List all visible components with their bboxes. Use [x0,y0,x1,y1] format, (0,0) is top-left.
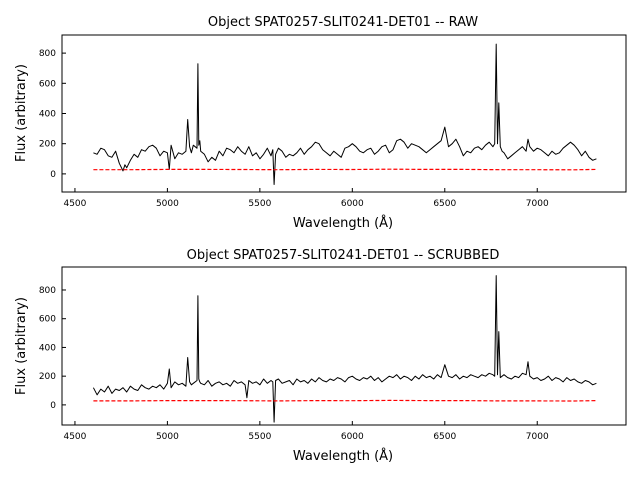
chart-title-raw: Object SPAT0257-SLIT0241-DET01 -- RAW [208,15,478,30]
y-tick-label: 400 [39,343,56,353]
y-tick-label: 0 [50,170,56,180]
x-tick-label: 5000 [156,199,179,209]
plot-area-scrubbed [61,266,627,426]
flux-series-line [92,275,597,423]
x-axis-raw: 4500 5000 5500 6000 6500 7000 [63,188,549,209]
error-series-line [93,399,597,402]
error-series-line [93,168,597,171]
subplot-raw: Object SPAT0257-SLIT0241-DET01 -- RAW 45… [14,15,627,231]
flux-series-line [93,43,597,185]
y-tick-label: 800 [39,49,56,59]
y-tick-label: 400 [39,110,56,120]
x-tick-label: 4500 [63,432,86,442]
subplot-scrubbed: Object SPAT0257-SLIT0241-DET01 -- SCRUBB… [14,248,627,464]
chart-title-scrubbed: Object SPAT0257-SLIT0241-DET01 -- SCRUBB… [187,248,500,263]
series-group-raw [93,43,597,185]
x-tick-label: 4500 [63,199,86,209]
y-tick-label: 200 [39,372,56,382]
y-axis-scrubbed: 0 200 400 600 800 [39,286,66,411]
x-tick-label: 7000 [526,199,549,209]
x-tick-label: 6500 [433,432,456,442]
y-tick-label: 0 [50,401,56,411]
x-tick-label: 5500 [248,199,271,209]
series-group-scrubbed [92,275,597,423]
x-tick-label: 6000 [341,432,364,442]
x-tick-label: 6000 [341,199,364,209]
y-tick-label: 600 [39,79,56,89]
y-axis-label-raw: Flux (arbitrary) [14,64,29,162]
plot-area-raw [61,34,627,193]
y-axis-raw: 0 200 400 600 800 [39,49,66,180]
x-axis-scrubbed: 4500 5000 5500 6000 6500 7000 [63,421,549,442]
x-tick-label: 5000 [156,432,179,442]
x-tick-label: 6500 [433,199,456,209]
y-tick-label: 600 [39,315,56,325]
x-axis-label-raw: Wavelength (Å) [293,215,393,231]
x-axis-label-scrubbed: Wavelength (Å) [293,448,393,464]
x-tick-label: 7000 [526,432,549,442]
y-tick-label: 800 [39,286,56,296]
y-axis-label-scrubbed: Flux (arbitrary) [14,297,29,395]
x-tick-label: 5500 [248,432,271,442]
y-tick-label: 200 [39,140,56,150]
